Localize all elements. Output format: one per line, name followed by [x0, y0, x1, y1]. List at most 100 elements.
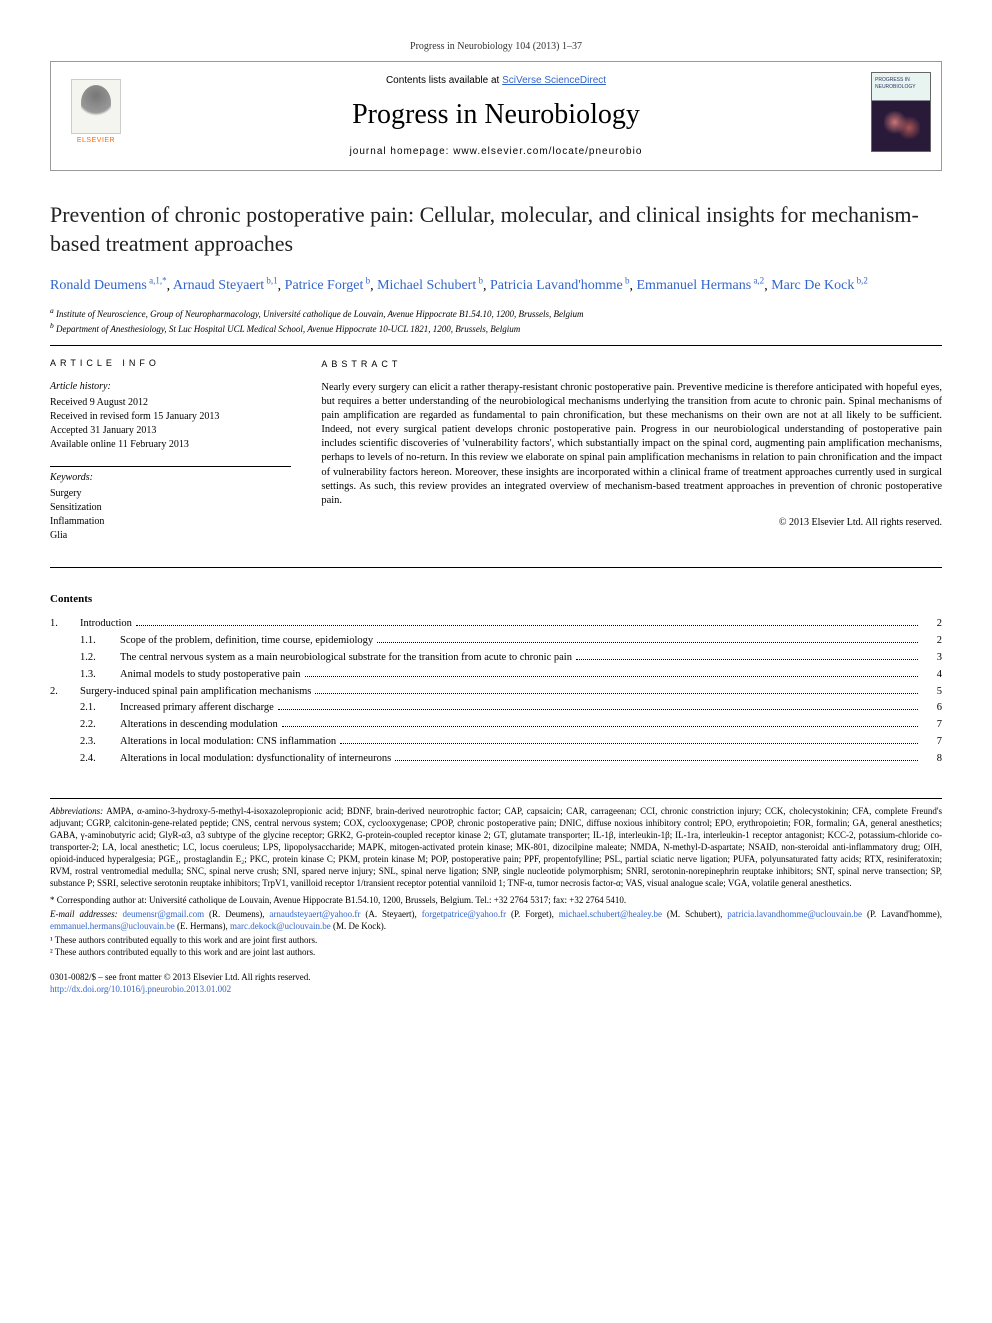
history-line: Accepted 31 January 2013 [50, 424, 291, 438]
toc-leader-dots [315, 693, 918, 694]
elsevier-logo: ELSEVIER [61, 72, 131, 152]
keywords-label: Keywords: [50, 471, 291, 485]
doi-link[interactable]: http://dx.doi.org/10.1016/j.pneurobio.20… [50, 984, 231, 994]
email-link[interactable]: emmanuel.hermans@uclouvain.be [50, 921, 175, 931]
author: Marc De Kock b,2 [771, 278, 868, 293]
info-abstract-row: ARTICLE INFO Article history: Received 9… [50, 358, 942, 557]
toc-entry: 1.3.Animal models to study postoperative… [50, 667, 942, 684]
author-affiliation-marker: b,2 [854, 276, 868, 286]
footnotes-block: Abbreviations: AMPA, α-amino-3-hydroxy-5… [50, 798, 942, 959]
abstract-copyright: © 2013 Elsevier Ltd. All rights reserved… [321, 516, 942, 530]
history-line: Received in revised form 15 January 2013 [50, 410, 291, 424]
toc-page: 7 [922, 734, 942, 751]
toc-title: Introduction [80, 616, 132, 633]
author-affiliation-marker: b [476, 276, 483, 286]
toc-leader-dots [136, 625, 918, 626]
toc-entry: 1.1.Scope of the problem, definition, ti… [50, 633, 942, 650]
article-info-column: ARTICLE INFO Article history: Received 9… [50, 358, 291, 557]
author-affiliation-marker: a,1,* [147, 276, 167, 286]
toc-title: Alterations in descending modulation [120, 717, 278, 734]
keyword: Sensitization [50, 501, 291, 515]
author: Patricia Lavand'homme b [490, 278, 630, 293]
toc-title: Increased primary afferent discharge [120, 700, 274, 717]
authors-list: Ronald Deumens a,1,*, Arnaud Steyaert b,… [50, 275, 942, 297]
toc-entry: 2.2.Alterations in descending modulation… [50, 717, 942, 734]
toc-number: 1.1. [80, 633, 120, 650]
toc-number: 1. [50, 616, 80, 633]
footer-meta: 0301-0082/$ – see front matter © 2013 El… [50, 972, 942, 995]
toc-number: 2. [50, 684, 80, 701]
table-of-contents: 1.Introduction 21.1.Scope of the problem,… [50, 616, 942, 767]
toc-title: The central nervous system as a main neu… [120, 650, 572, 667]
author-name-link[interactable]: Michael Schubert [377, 278, 476, 293]
author-name-link[interactable]: Patrice Forget [285, 278, 364, 293]
homepage-label: journal homepage: [350, 146, 454, 157]
affiliation-key: a [50, 306, 54, 315]
toc-number: 1.2. [80, 650, 120, 667]
issn-line: 0301-0082/$ – see front matter © 2013 El… [50, 972, 942, 984]
journal-header-box: ELSEVIER PROGRESS IN NEUROBIOLOGY Conten… [50, 61, 942, 171]
email-link[interactable]: deumensr@gmail.com [123, 909, 205, 919]
author-affiliation-marker: b [363, 276, 370, 286]
email-link[interactable]: michael.schubert@healey.be [559, 909, 662, 919]
toc-leader-dots [395, 760, 918, 761]
article-history-block: Article history: Received 9 August 2012R… [50, 380, 291, 452]
email-link[interactable]: forgetpatrice@yahoo.fr [422, 909, 506, 919]
affiliation-key: b [50, 321, 54, 330]
article-info-heading: ARTICLE INFO [50, 358, 291, 370]
toc-leader-dots [278, 709, 918, 710]
toc-number: 2.3. [80, 734, 120, 751]
toc-page: 8 [922, 751, 942, 768]
divider [50, 466, 291, 467]
contents-heading: Contents [50, 592, 942, 606]
corresponding-author: * Corresponding author at: Université ca… [50, 894, 942, 906]
abbrev-label: Abbreviations: [50, 806, 103, 816]
author: Ronald Deumens a,1,* [50, 278, 167, 293]
toc-page: 6 [922, 700, 942, 717]
toc-title: Surgery-induced spinal pain amplificatio… [80, 684, 311, 701]
email-link[interactable]: marc.dekock@uclouvain.be [230, 921, 331, 931]
email-addresses: E-mail addresses: deumensr@gmail.com (R.… [50, 908, 942, 932]
author: Emmanuel Hermans a,2 [637, 278, 765, 293]
divider [50, 567, 942, 568]
toc-entry: 2.Surgery-induced spinal pain amplificat… [50, 684, 942, 701]
author-name-link[interactable]: Marc De Kock [771, 278, 854, 293]
author: Michael Schubert b [377, 278, 483, 293]
toc-title: Animal models to study postoperative pai… [120, 667, 301, 684]
toc-number: 2.2. [80, 717, 120, 734]
toc-page: 7 [922, 717, 942, 734]
author-name-link[interactable]: Emmanuel Hermans [637, 278, 752, 293]
email-link[interactable]: patricia.lavandhomme@uclouvain.be [727, 909, 862, 919]
journal-cover-thumbnail: PROGRESS IN NEUROBIOLOGY [871, 72, 931, 152]
journal-name: Progress in Neurobiology [151, 97, 841, 133]
scidirect-link[interactable]: SciVerse ScienceDirect [502, 75, 606, 86]
toc-leader-dots [340, 743, 918, 744]
email-link[interactable]: arnaudsteyaert@yahoo.fr [269, 909, 360, 919]
author-name-link[interactable]: Patricia Lavand'homme [490, 278, 623, 293]
divider [50, 345, 942, 346]
toc-number: 2.1. [80, 700, 120, 717]
contents-available-line: Contents lists available at SciVerse Sci… [151, 74, 841, 87]
toc-number: 1.3. [80, 667, 120, 684]
toc-leader-dots [305, 676, 918, 677]
article-title: Prevention of chronic postoperative pain… [50, 201, 942, 258]
affiliations-list: a Institute of Neuroscience, Group of Ne… [50, 306, 942, 335]
toc-page: 2 [922, 633, 942, 650]
author: Arnaud Steyaert b,1 [173, 278, 278, 293]
author-name-link[interactable]: Ronald Deumens [50, 278, 147, 293]
affiliation: b Department of Anesthesiology, St Luc H… [50, 321, 942, 336]
author-name-link[interactable]: Arnaud Steyaert [173, 278, 264, 293]
toc-page: 4 [922, 667, 942, 684]
toc-leader-dots [576, 659, 918, 660]
toc-leader-dots [282, 726, 918, 727]
toc-title: Alterations in local modulation: CNS inf… [120, 734, 336, 751]
toc-page: 2 [922, 616, 942, 633]
history-line: Received 9 August 2012 [50, 396, 291, 410]
history-line: Available online 11 February 2013 [50, 438, 291, 452]
author-affiliation-marker: b,1 [264, 276, 278, 286]
article-history-label: Article history: [50, 380, 291, 394]
abstract-text: Nearly every surgery can elicit a rather… [321, 381, 942, 509]
toc-page: 5 [922, 684, 942, 701]
toc-entry: 2.3.Alterations in local modulation: CNS… [50, 734, 942, 751]
keyword: Glia [50, 529, 291, 543]
